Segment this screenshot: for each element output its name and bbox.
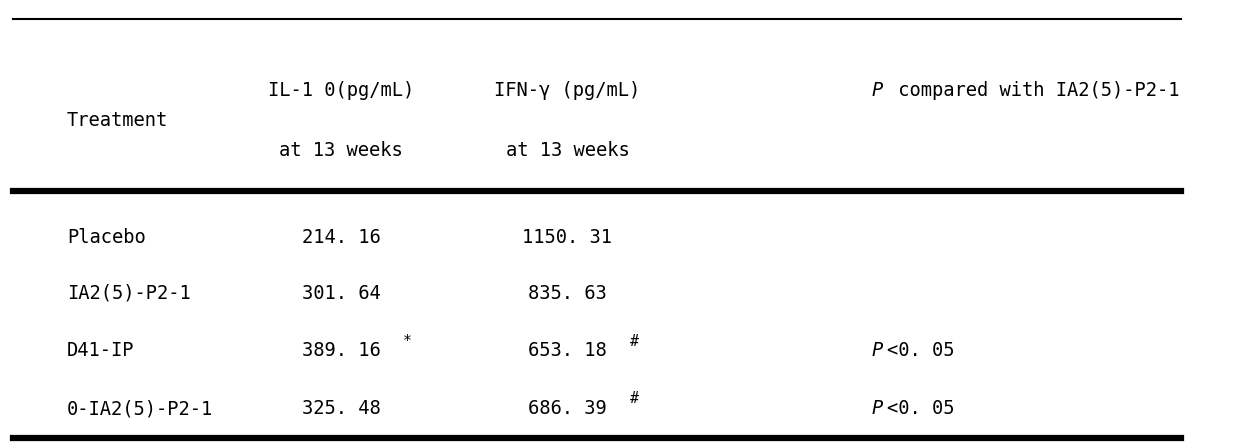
Text: 835. 63: 835. 63 [528, 284, 606, 302]
Text: <0. 05: <0. 05 [887, 399, 955, 418]
Text: 301. 64: 301. 64 [301, 284, 381, 302]
Text: compared with IA2(5)-P2-1: compared with IA2(5)-P2-1 [887, 81, 1179, 100]
Text: at 13 weeks: at 13 weeks [279, 141, 403, 160]
Text: 653. 18: 653. 18 [528, 341, 606, 360]
Text: Placebo: Placebo [67, 228, 145, 247]
Text: IL-1 0(pg/mL): IL-1 0(pg/mL) [268, 81, 414, 100]
Text: at 13 weeks: at 13 weeks [506, 141, 630, 160]
Text: Treatment: Treatment [67, 111, 169, 130]
Text: IFN-γ (pg/mL): IFN-γ (pg/mL) [495, 81, 641, 100]
Text: #: # [630, 392, 639, 406]
Text: 325. 48: 325. 48 [301, 399, 381, 418]
Text: <0. 05: <0. 05 [887, 341, 955, 360]
Text: *: * [403, 334, 412, 349]
Text: IA2(5)-P2-1: IA2(5)-P2-1 [67, 284, 191, 302]
Text: #: # [630, 334, 639, 349]
Text: 1150. 31: 1150. 31 [522, 228, 613, 247]
Text: P: P [872, 341, 883, 360]
Text: 214. 16: 214. 16 [301, 228, 381, 247]
Text: 0-IA2(5)-P2-1: 0-IA2(5)-P2-1 [67, 399, 213, 418]
Text: P: P [872, 81, 883, 100]
Text: 686. 39: 686. 39 [528, 399, 606, 418]
Text: P: P [872, 399, 883, 418]
Text: D41-IP: D41-IP [67, 341, 134, 360]
Text: 389. 16: 389. 16 [301, 341, 381, 360]
